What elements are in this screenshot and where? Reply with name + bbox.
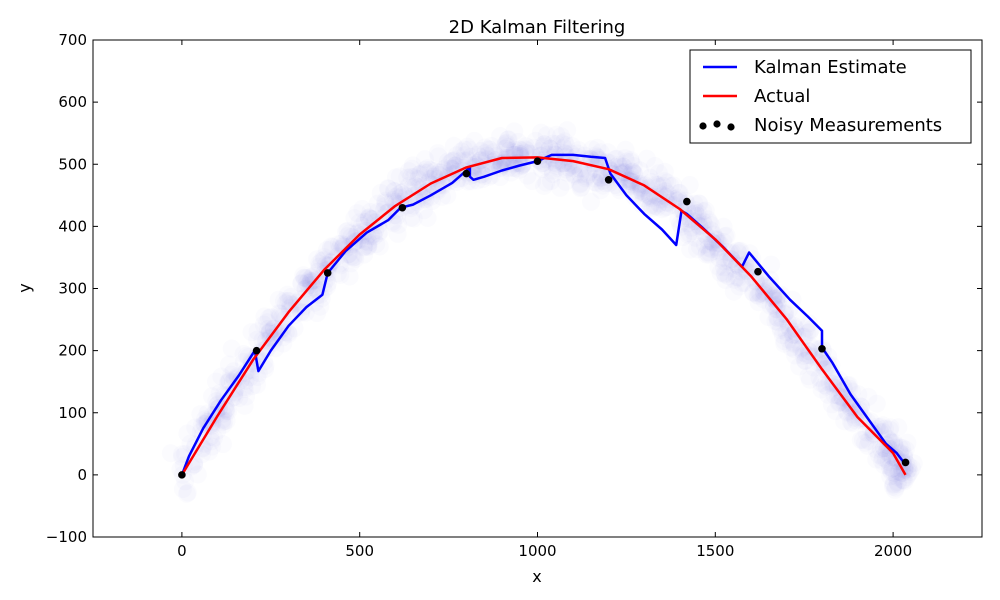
measurement-point (178, 471, 186, 479)
particle (419, 209, 437, 227)
particle (543, 162, 561, 180)
measurement-point (323, 269, 332, 277)
measurement-point (901, 458, 910, 467)
measurement-point (754, 267, 762, 276)
x-axis: 0 500 1000 1500 2000 (177, 40, 912, 560)
particle (527, 132, 545, 150)
particle (772, 321, 790, 339)
x-tick-label: 1000 (518, 542, 556, 560)
series-layer (178, 153, 910, 479)
y-axis: −100 0 100 200 300 400 500 600 700 (46, 31, 982, 546)
y-tick-label: 200 (58, 342, 87, 360)
particle (547, 126, 565, 144)
particle (868, 395, 886, 413)
particle (389, 225, 407, 243)
measurement-point (398, 203, 407, 212)
legend-label-measurements: Noisy Measurements (754, 115, 942, 136)
measurement-point (604, 175, 613, 184)
x-axis-label: x (532, 567, 541, 586)
legend-label-kalman: Kalman Estimate (754, 57, 907, 78)
particle (889, 418, 907, 436)
particle (681, 176, 699, 194)
y-axis-label: y (15, 283, 34, 292)
particle (763, 282, 781, 300)
legend-label-actual: Actual (754, 86, 810, 107)
particle (638, 150, 656, 168)
measurement-point (462, 169, 471, 178)
y-tick-label: 300 (58, 280, 87, 298)
y-tick-label: 100 (58, 404, 87, 422)
y-tick-label: 500 (58, 155, 87, 173)
x-tick-label: 500 (345, 542, 374, 560)
legend: Kalman Estimate Actual Noisy Measurement… (689, 49, 972, 144)
y-tick-label: 700 (58, 31, 87, 49)
chart-title: 2D Kalman Filtering (449, 17, 626, 38)
x-tick-label: 2000 (874, 542, 912, 560)
measurement-point (683, 197, 691, 206)
legend-swatch-measurements (699, 120, 735, 131)
particle (174, 480, 192, 498)
particle (571, 165, 589, 183)
particle (353, 200, 371, 218)
x-tick-label: 1500 (696, 542, 734, 560)
particle (418, 159, 436, 177)
x-tick-label: 0 (177, 542, 187, 560)
particle (255, 316, 273, 334)
y-tick-label: 0 (77, 466, 87, 484)
y-tick-label: 400 (58, 217, 87, 235)
particle (212, 368, 230, 386)
y-tick-label: −100 (46, 528, 87, 546)
measurement-point (533, 157, 542, 165)
particle-cloud (162, 121, 923, 503)
particle (813, 381, 831, 399)
series-line-1 (180, 156, 907, 476)
measurement-point (252, 346, 261, 355)
y-tick-label: 600 (58, 93, 87, 111)
measurement-point (818, 344, 826, 353)
